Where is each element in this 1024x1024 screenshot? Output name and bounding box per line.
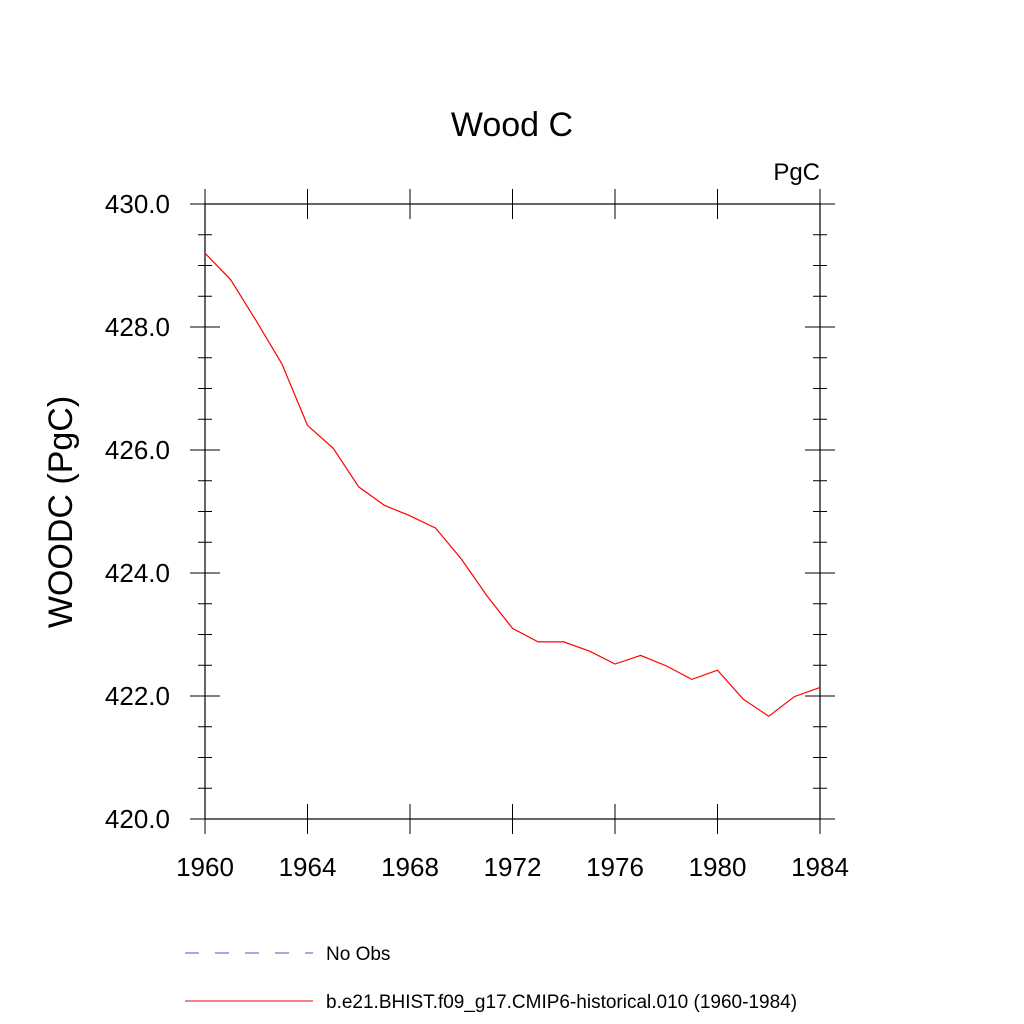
x-axis-ticks (204, 189, 821, 834)
x-axis-tick-labels: 1960 1964 1968 1972 1976 1980 1984 (176, 852, 849, 882)
legend: No Obs b.e21.BHIST.f09_g17.CMIP6-historic… (185, 944, 797, 1013)
x-tick-label: 1968 (381, 852, 439, 882)
x-tick-label: 1980 (689, 852, 747, 882)
x-tick-label: 1984 (791, 852, 849, 882)
legend-entry-label: No Obs (326, 944, 390, 965)
x-tick-label: 1976 (586, 852, 644, 882)
y-tick-label: 422.0 (105, 681, 170, 711)
series-line (204, 252, 821, 718)
units-label: PgC (773, 159, 820, 186)
series-group (204, 252, 821, 718)
y-tick-label: 420.0 (105, 804, 170, 834)
y-tick-label: 426.0 (105, 435, 170, 465)
y-axis-tick-labels: 420.0 422.0 424.0 426.0 428.0 430.0 (105, 189, 170, 834)
y-tick-label: 428.0 (105, 312, 170, 342)
x-tick-label: 1972 (484, 852, 542, 882)
chart-title: Wood C (451, 106, 573, 144)
x-tick-label: 1960 (176, 852, 234, 882)
x-tick-label: 1964 (279, 852, 337, 882)
y-tick-label: 430.0 (105, 189, 170, 219)
y-axis-title: WOODC (PgC) (42, 396, 80, 628)
y-tick-label: 424.0 (105, 558, 170, 588)
y-axis-ticks (190, 203, 835, 820)
plot-frame (204, 203, 821, 820)
legend-entry-label: b.e21.BHIST.f09_g17.CMIP6-historical.010… (326, 992, 797, 1013)
